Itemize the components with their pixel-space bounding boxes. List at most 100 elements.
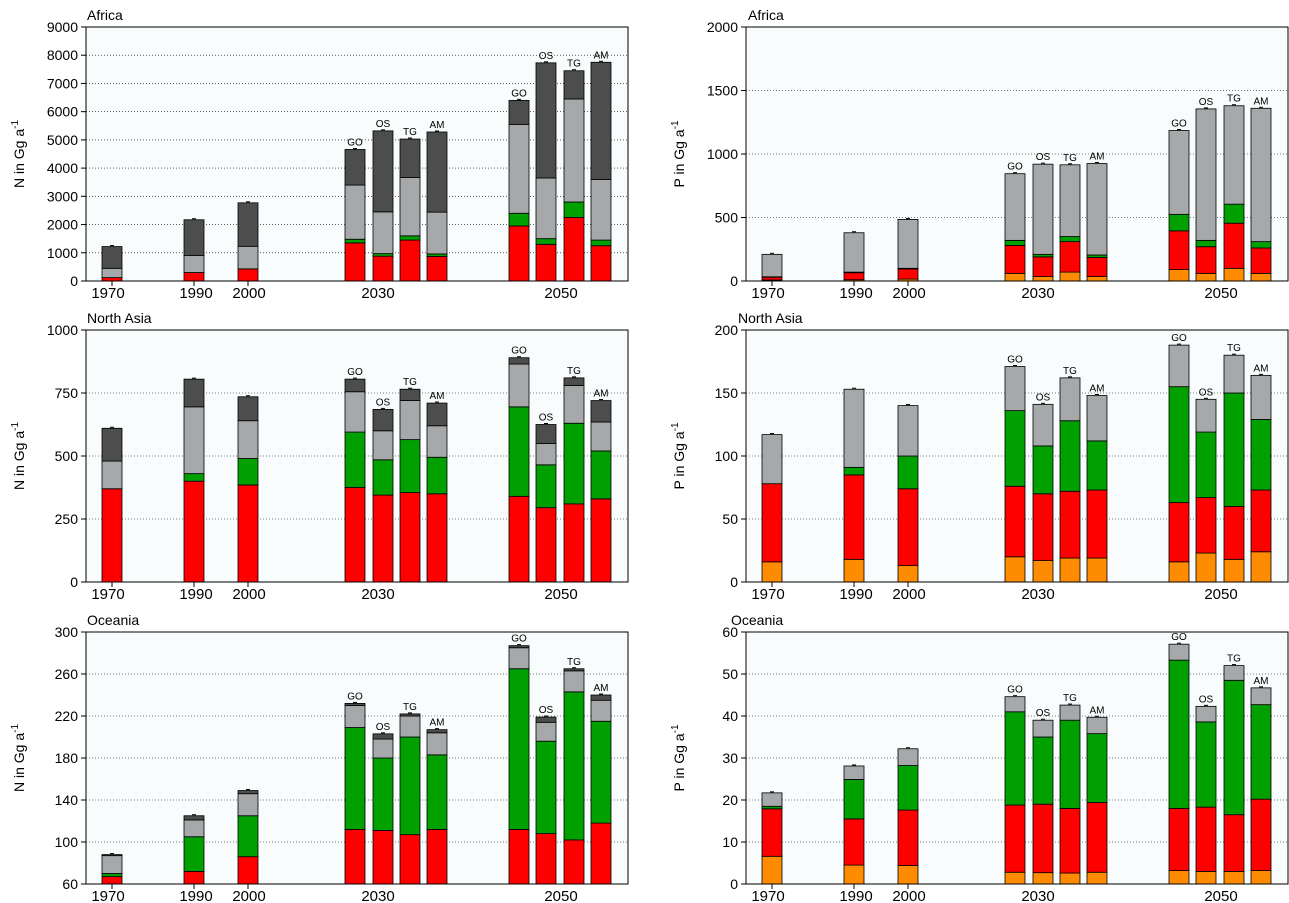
scenario-label: GO [347,367,363,378]
bar-light-gray-segment [372,430,394,461]
bar-green-segment [399,235,421,241]
y-tick-label: 9000 [47,19,78,35]
scenario-label: AM [594,50,609,61]
scenario-label: AM [594,389,609,400]
bar-green-segment [1004,410,1026,487]
bar-green-segment [399,439,421,493]
bar-green-segment [372,459,394,496]
scenario-label: OS [1036,392,1051,403]
scenario-label: TG [1227,94,1241,105]
y-axis-label-text: P in Gg a [671,733,687,791]
chart-panel: 60 100 140 180 220 260 300 GO OS TG AM GO OS TG AM 1970… [10,612,629,903]
bar-red-segment [508,225,530,282]
bar-light-gray-segment [590,178,612,241]
y-tick-label: 500 [715,210,739,226]
bar-dark-gray-segment [372,130,394,213]
bar-light-gray-segment [761,253,783,278]
scenario-label: TG [403,377,417,388]
bar-green-segment [237,458,259,486]
bar-green-segment [563,691,585,841]
chart-title: North Asia [738,310,803,326]
bar-red-segment [1168,230,1190,270]
bar-light-gray-segment [426,732,448,756]
bar-green-segment [1032,445,1054,495]
bar-red-segment [563,839,585,885]
bar-light-gray-segment [1195,108,1217,241]
bar-light-gray-segment [101,855,123,874]
bar-dark-gray-segment [183,378,205,408]
bar-dark-gray-segment [372,408,394,432]
scenario-label: TG [567,59,581,70]
y-tick-label: 180 [55,750,79,766]
bar-red-segment [1059,490,1081,559]
x-tick-label: 1990 [839,888,872,903]
bar-red-segment [1195,806,1217,872]
bar-light-gray-segment [399,400,421,441]
bar-red-segment [1250,247,1272,274]
bar-green-segment [1032,736,1054,805]
bar-orange-segment [897,865,919,885]
x-tick-label: 1970 [751,888,784,903]
scenario-label: OS [539,413,554,424]
scenario-label: OS [539,705,554,716]
bar-orange-segment [1086,871,1108,885]
bar-red-segment [372,494,394,583]
bar-orange-segment [1059,557,1081,583]
bar-light-gray-segment [1032,719,1054,738]
bar-green-segment [1086,440,1108,491]
bar-red-segment [183,272,205,282]
y-axis-label: N in Gg a-1 [10,724,27,792]
bar-red-segment [1059,241,1081,273]
bar-dark-gray-segment [344,378,366,393]
bar-red-segment [101,488,123,583]
scenario-label: OS [1199,694,1214,705]
bar-green-segment [843,779,865,820]
y-tick-label: 3000 [47,188,78,204]
y-tick-label: 0 [70,273,78,289]
bar-light-gray-segment [1195,705,1217,723]
bar-green-segment [1004,239,1026,246]
x-tick-label: 1970 [751,285,784,302]
y-axis-label-text: N in Gg a [11,431,27,490]
x-tick-label: 1970 [91,285,124,302]
bar-green-segment [1168,386,1190,504]
bar-green-segment [183,836,205,872]
chart-panel: 0 500 1000 1500 2000 GO OS TG AM GO OS TG AM 1970 1990… [670,7,1289,302]
bar-red-segment [399,834,421,885]
x-tick-label: 2050 [1204,586,1237,603]
bar-red-segment [535,243,557,282]
y-tick-label: 8000 [47,47,78,63]
y-tick-label: 250 [55,511,79,527]
x-tick-label: 2000 [892,285,925,302]
bar-red-segment [1168,502,1190,563]
bar-dark-gray-segment [399,138,421,178]
y-tick-label: 1000 [47,245,78,261]
y-tick-label: 100 [55,834,79,850]
chart-title: Africa [87,7,123,23]
scenario-label: AM [594,683,609,694]
axes-frame [85,329,629,583]
bar-dark-gray-segment [426,402,448,427]
scenario-label: AM [1090,705,1105,716]
chart-title: Oceania [731,612,783,628]
bar-light-gray-segment [1168,130,1190,215]
bar-light-gray-segment [535,721,557,742]
scenario-label: TG [403,702,417,713]
axes-frame [85,631,629,885]
bar-red-segment [344,487,366,583]
bar-light-gray-segment [563,670,585,693]
scenario-label: GO [347,137,363,148]
bar-light-gray-segment [535,177,557,240]
bar-red-segment [372,830,394,885]
scenario-label: GO [1171,333,1187,344]
bar-green-segment [1059,719,1081,809]
bar-orange-segment [1250,272,1272,282]
x-tick-label: 2050 [544,888,577,903]
axes-frame [745,26,1289,282]
scenario-label: GO [347,691,363,702]
bar-light-gray-segment [344,705,366,728]
bar-green-segment [344,431,366,488]
bar-green-segment [535,238,557,245]
y-tick-label: 7000 [47,75,78,91]
scenario-label: AM [1090,152,1105,163]
